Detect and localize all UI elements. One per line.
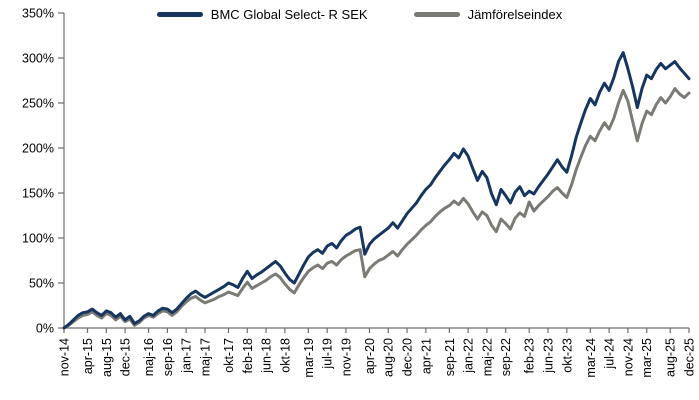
x-axis-label: jun-18	[260, 338, 274, 374]
x-axis-label: sep-16	[161, 338, 175, 376]
y-axis-label: 100%	[22, 232, 54, 246]
x-axis-label: feb-23	[523, 338, 537, 373]
chart-legend: BMC Global Select- R SEK Jämförelseindex	[30, 7, 689, 22]
x-axis-label: feb-18	[241, 338, 255, 373]
x-axis-label: jan-22	[462, 338, 476, 374]
x-axis-label: okt-18	[278, 338, 292, 373]
x-axis-label: apr-15	[81, 338, 95, 374]
legend-item-index: Jämförelseindex	[413, 7, 563, 22]
x-axis-label: apr-20	[363, 338, 377, 374]
y-axis-label: 350%	[22, 7, 54, 21]
index-legend-label: Jämförelseindex	[467, 7, 563, 22]
x-axis-label: sep-22	[499, 338, 513, 376]
y-axis-label: 250%	[22, 97, 54, 111]
x-axis-label: nov-14	[58, 338, 72, 376]
x-axis-label: sep-21	[443, 338, 457, 376]
x-axis-label: jul-24	[603, 338, 617, 370]
x-axis-label: nov-19	[339, 338, 353, 376]
x-axis-label: mar-19	[302, 338, 316, 378]
x-axis-label: jan-17	[180, 338, 194, 374]
x-axis-label: aug-25	[664, 338, 678, 377]
x-axis-label: okt-23	[560, 338, 574, 373]
fund-series-line	[62, 51, 691, 330]
fund-line-swatch	[156, 12, 203, 17]
y-axis-label: 200%	[22, 142, 54, 156]
y-axis-label: 150%	[22, 187, 54, 201]
y-axis-label: 50%	[29, 277, 54, 291]
x-axis-label: dec-15	[119, 338, 133, 376]
x-axis-label: aug-20	[382, 338, 396, 377]
x-axis-label: maj-16	[142, 338, 156, 376]
x-axis-label: jun-23	[542, 338, 556, 374]
x-axis-label: jul-19	[321, 338, 335, 370]
x-axis-label: nov-24	[621, 338, 635, 376]
x-axis-label: maj-17	[198, 338, 212, 376]
y-axis-label: 0%	[36, 322, 54, 336]
index-series-line	[62, 87, 691, 330]
legend-item-fund: BMC Global Select- R SEK	[156, 7, 368, 22]
y-axis-label: 300%	[22, 52, 54, 66]
x-axis-label: mar-25	[640, 338, 654, 378]
index-line-swatch	[413, 12, 460, 17]
x-axis-label: okt-17	[222, 338, 236, 373]
fund-legend-label: BMC Global Select- R SEK	[210, 7, 368, 22]
x-axis-label: maj-22	[480, 338, 494, 376]
x-axis-label: mar-24	[584, 338, 598, 378]
x-axis-label: aug-15	[100, 338, 114, 377]
x-axis-label: dec-20	[401, 338, 415, 376]
x-axis-label: dec-25	[683, 338, 697, 376]
x-axis-label: apr-21	[419, 338, 433, 374]
